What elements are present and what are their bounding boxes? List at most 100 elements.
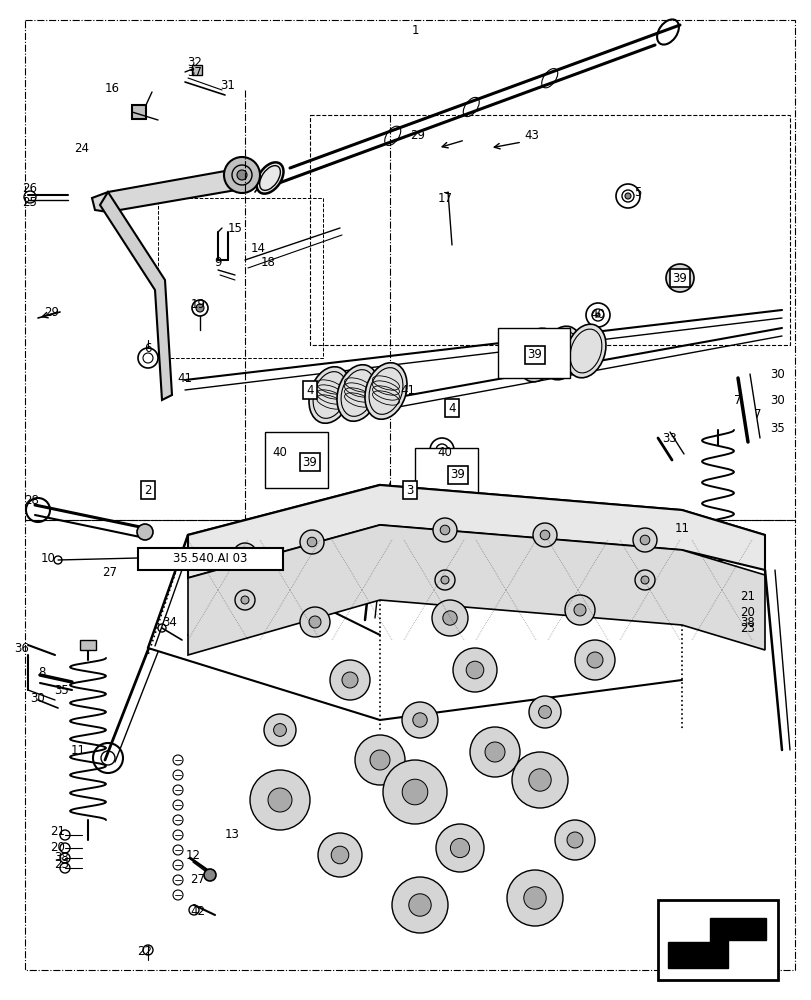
Circle shape (595, 313, 599, 317)
Text: 20: 20 (50, 841, 66, 854)
Bar (25, 520, 794, 970)
Text: 33: 33 (662, 432, 676, 444)
Text: 41: 41 (178, 371, 192, 384)
Bar (657, 900, 777, 980)
Circle shape (307, 537, 316, 547)
Circle shape (237, 170, 247, 180)
Circle shape (624, 193, 630, 199)
Text: 40: 40 (272, 446, 287, 458)
Circle shape (639, 535, 649, 545)
Text: 6: 6 (144, 342, 152, 355)
Ellipse shape (364, 363, 406, 419)
Text: 23: 23 (740, 621, 754, 635)
Circle shape (676, 275, 682, 281)
Polygon shape (497, 328, 569, 378)
Circle shape (234, 590, 255, 610)
Circle shape (318, 833, 362, 877)
Bar (310, 115, 789, 345)
Circle shape (528, 769, 551, 791)
Text: 28: 28 (24, 493, 40, 506)
Circle shape (277, 448, 281, 452)
Text: 7: 7 (753, 408, 761, 422)
Text: 21: 21 (50, 825, 66, 838)
Text: 34: 34 (162, 615, 178, 629)
Ellipse shape (565, 324, 605, 378)
Ellipse shape (337, 365, 379, 421)
Text: 31: 31 (221, 79, 235, 92)
Text: 15: 15 (227, 222, 242, 234)
Text: 21: 21 (740, 589, 754, 602)
Circle shape (574, 640, 614, 680)
Circle shape (299, 530, 324, 554)
Polygon shape (667, 918, 765, 968)
Circle shape (240, 550, 250, 560)
Text: 39: 39 (527, 349, 542, 361)
Circle shape (412, 713, 427, 727)
Circle shape (586, 652, 603, 668)
Circle shape (528, 696, 560, 728)
Bar (25, 20, 794, 520)
Text: 29: 29 (45, 306, 59, 318)
Text: 40: 40 (590, 308, 605, 322)
Text: 40: 40 (437, 446, 452, 458)
Circle shape (538, 706, 551, 718)
Circle shape (250, 770, 310, 830)
Text: 30: 30 (31, 692, 45, 704)
Circle shape (450, 838, 469, 858)
Text: 36: 36 (15, 642, 29, 654)
Text: 14: 14 (250, 241, 265, 254)
Circle shape (523, 887, 546, 909)
Circle shape (233, 543, 257, 567)
Circle shape (640, 576, 648, 584)
Bar (158, 198, 323, 358)
Circle shape (440, 576, 448, 584)
Text: 17: 17 (437, 192, 452, 205)
Text: 22: 22 (137, 945, 152, 958)
Text: 10: 10 (41, 552, 55, 564)
Polygon shape (188, 485, 764, 578)
Text: 9: 9 (214, 256, 221, 269)
Text: 3: 3 (406, 484, 413, 496)
Text: 7: 7 (733, 393, 740, 406)
Circle shape (431, 600, 467, 636)
Circle shape (484, 742, 504, 762)
Circle shape (268, 788, 292, 812)
Circle shape (442, 611, 457, 625)
Circle shape (432, 518, 457, 542)
Text: 20: 20 (740, 605, 754, 618)
Circle shape (408, 894, 431, 916)
Text: 39: 39 (450, 468, 465, 482)
Text: 25: 25 (23, 196, 37, 209)
Circle shape (273, 724, 286, 736)
Ellipse shape (517, 328, 557, 382)
Circle shape (436, 824, 483, 872)
Ellipse shape (256, 162, 283, 194)
Polygon shape (100, 192, 172, 400)
Bar (80, 640, 96, 650)
Circle shape (195, 304, 204, 312)
Circle shape (309, 616, 320, 628)
Circle shape (566, 832, 582, 848)
Text: 39: 39 (303, 456, 317, 468)
Text: 1: 1 (410, 24, 418, 37)
Circle shape (401, 702, 437, 738)
Text: 5: 5 (633, 186, 641, 198)
Circle shape (506, 870, 562, 926)
Circle shape (329, 660, 370, 700)
Text: 41: 41 (400, 383, 415, 396)
Text: 42: 42 (191, 905, 205, 918)
Circle shape (383, 760, 446, 824)
Text: 11: 11 (674, 522, 689, 534)
Polygon shape (188, 525, 764, 655)
Circle shape (440, 525, 449, 535)
Text: 16: 16 (105, 82, 119, 95)
Circle shape (532, 523, 556, 547)
Text: 29: 29 (410, 129, 425, 142)
Circle shape (299, 607, 329, 637)
Circle shape (435, 570, 454, 590)
Text: 2: 2 (144, 484, 152, 496)
Circle shape (331, 846, 349, 864)
Text: 24: 24 (75, 142, 89, 155)
Circle shape (204, 869, 216, 881)
Text: 18: 18 (260, 255, 275, 268)
